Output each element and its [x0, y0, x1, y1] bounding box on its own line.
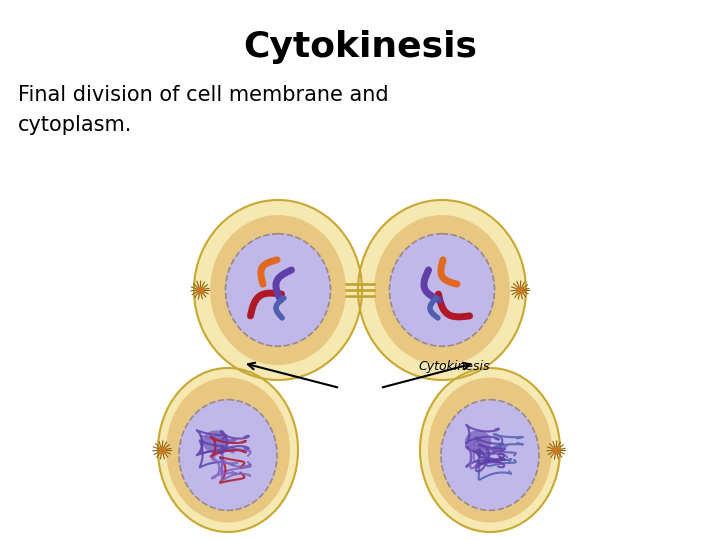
Ellipse shape: [358, 200, 526, 380]
Text: Cytokinesis: Cytokinesis: [243, 30, 477, 64]
Ellipse shape: [466, 431, 490, 453]
Text: cytoplasm.: cytoplasm.: [18, 115, 132, 135]
Ellipse shape: [194, 200, 362, 380]
Ellipse shape: [158, 368, 298, 532]
Ellipse shape: [225, 234, 330, 346]
Ellipse shape: [167, 378, 289, 522]
Polygon shape: [197, 287, 203, 293]
Text: Cytokinesis: Cytokinesis: [418, 360, 490, 373]
Ellipse shape: [211, 216, 345, 364]
Ellipse shape: [375, 216, 509, 364]
Polygon shape: [553, 447, 559, 453]
Ellipse shape: [179, 400, 277, 510]
Ellipse shape: [390, 234, 495, 346]
Ellipse shape: [420, 368, 560, 532]
Ellipse shape: [441, 400, 539, 510]
Ellipse shape: [204, 431, 228, 453]
Ellipse shape: [428, 378, 552, 522]
Text: Final division of cell membrane and: Final division of cell membrane and: [18, 85, 389, 105]
Polygon shape: [159, 447, 165, 453]
Polygon shape: [517, 287, 523, 293]
